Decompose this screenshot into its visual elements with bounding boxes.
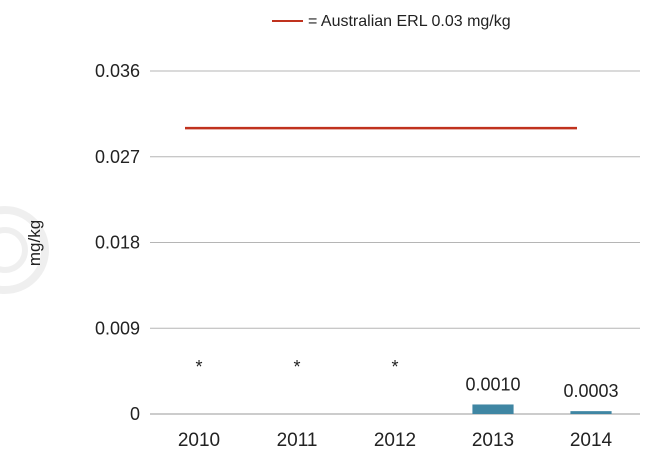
y-tick-label: 0.018 <box>95 233 140 253</box>
legend: = Australian ERL 0.03 mg/kg <box>272 13 511 30</box>
x-tick-label: 2012 <box>374 430 416 451</box>
data-label-2013: 0.0010 <box>465 374 520 394</box>
watermark-emblem <box>0 206 49 294</box>
x-tick-label: 2014 <box>570 430 613 451</box>
data-label-2011: * <box>293 357 300 377</box>
y-tick-label: 0.009 <box>95 318 140 338</box>
data-label-2012: * <box>391 357 398 377</box>
data-label-2010: * <box>195 357 202 377</box>
data-label-2014: 0.0003 <box>563 381 618 401</box>
y-axis-label: mg/kg <box>25 220 44 266</box>
bar-2013 <box>472 404 514 414</box>
y-tick-label: 0.036 <box>95 61 140 81</box>
y-tick-label: 0.027 <box>95 147 140 167</box>
bars <box>472 404 612 414</box>
y-tick-label: 0 <box>130 404 140 424</box>
legend-label: = Australian ERL 0.03 mg/kg <box>308 13 511 30</box>
y-axis-tick-labels: 0 0.009 0.018 0.027 0.036 <box>95 61 140 424</box>
x-tick-label: 2013 <box>472 430 514 451</box>
x-tick-label: 2010 <box>178 430 220 451</box>
x-axis-tick-labels: 2010 2011 2012 2013 2014 <box>178 430 613 451</box>
grid-layer <box>150 70 640 415</box>
bar-2014 <box>570 411 612 414</box>
data-labels: * * * 0.0010 0.0003 <box>195 357 618 401</box>
x-tick-label: 2011 <box>277 430 318 451</box>
